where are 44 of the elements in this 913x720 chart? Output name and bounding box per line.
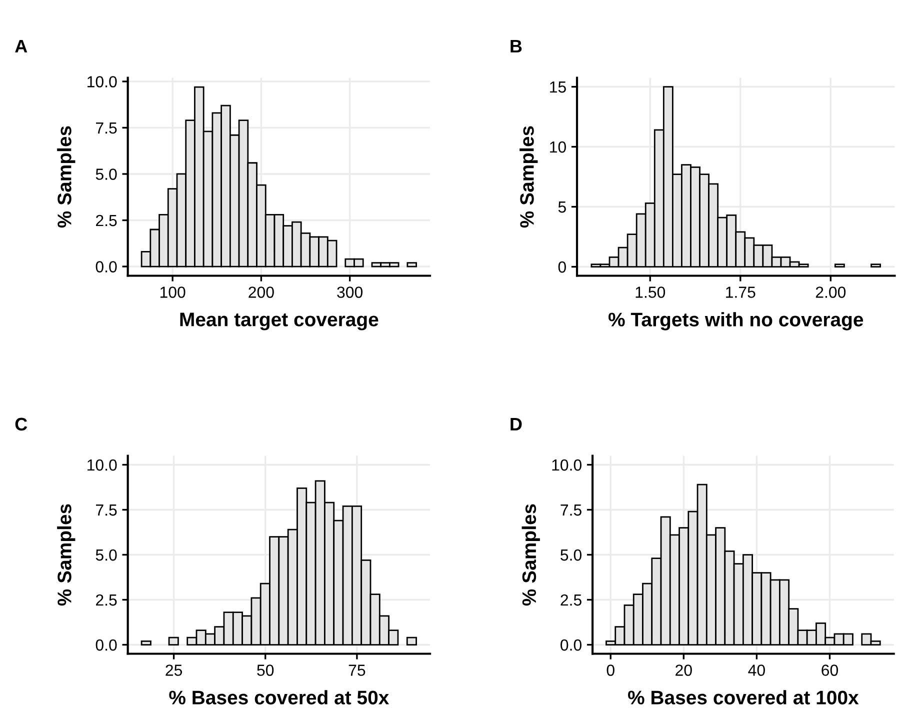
chart-title: D: [510, 418, 522, 430]
y-tick-label: 10.0: [88, 459, 117, 471]
y-axis-title: % Samples: [57, 504, 76, 606]
x-tick-label: 0: [606, 664, 614, 676]
y-tick-label: 2.5: [96, 214, 117, 226]
x-tick-label: 40: [748, 664, 765, 676]
y-tick-label: 5.0: [560, 549, 582, 561]
y-tick-label: 10.0: [552, 459, 582, 471]
y-axis-title: % Samples: [57, 126, 76, 228]
y-tick-label: 15: [550, 82, 566, 93]
x-tick-label: 20: [676, 664, 692, 676]
chart-title: C: [15, 418, 28, 431]
y-tick-label: 2.5: [560, 594, 582, 606]
y-tick-label: 0: [558, 261, 566, 273]
y-tick-label: 7.5: [96, 504, 117, 516]
y-axis-title: % Samples: [520, 126, 538, 228]
x-tick-label: 200: [248, 286, 274, 298]
y-tick-label: 0.0: [560, 639, 582, 651]
x-tick-label: 50: [257, 664, 274, 676]
y-tick-label: 7.5: [560, 504, 582, 516]
x-axis-title: % Bases covered at 100x: [628, 690, 859, 704]
y-tick-label: 5: [558, 202, 566, 213]
y-tick-label: 0.0: [96, 261, 117, 272]
y-tick-label: 5.0: [96, 168, 117, 180]
x-tick-label: 75: [348, 664, 366, 676]
x-tick-label: 1.75: [726, 286, 756, 298]
y-tick-label: 2.5: [96, 594, 117, 606]
x-tick-label: 100: [160, 286, 186, 298]
chart-title: A: [15, 40, 28, 52]
x-axis-title: % Targets with no coverage: [608, 312, 864, 330]
chart-title: B: [510, 40, 522, 52]
x-axis-title: % Bases covered at 50x: [169, 690, 390, 704]
y-tick-label: 5.0: [96, 549, 117, 561]
x-tick-label: 1.50: [636, 286, 666, 298]
x-axis-title: Mean target coverage: [180, 312, 378, 330]
y-tick-label: 10.0: [88, 76, 117, 88]
y-tick-label: 0.0: [96, 639, 117, 651]
x-tick-label: 25: [166, 664, 182, 676]
x-tick-label: 60: [822, 664, 838, 676]
x-tick-label: 2.00: [816, 286, 846, 298]
y-tick-label: 10: [550, 141, 566, 153]
x-tick-label: 300: [337, 286, 363, 298]
y-tick-label: 7.5: [96, 122, 117, 134]
y-axis-title: % Samples: [522, 504, 540, 606]
